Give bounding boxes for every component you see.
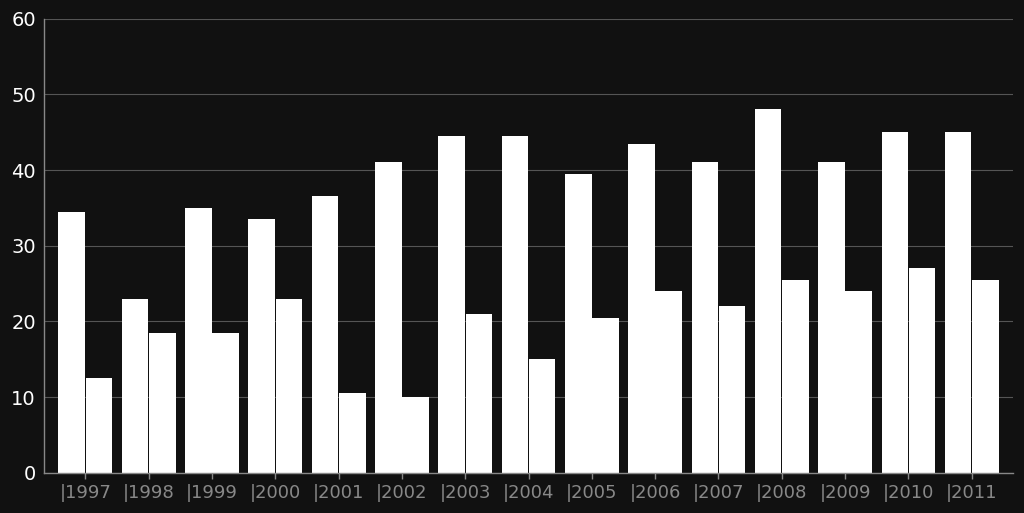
Bar [212, 333, 239, 473]
Bar [755, 109, 781, 473]
Bar [438, 136, 465, 473]
Bar [719, 306, 745, 473]
Bar [565, 174, 592, 473]
Bar [339, 393, 366, 473]
Bar [122, 299, 148, 473]
Bar [249, 219, 275, 473]
Bar [691, 163, 718, 473]
Bar [782, 280, 809, 473]
Bar [528, 359, 555, 473]
Bar [882, 132, 908, 473]
Bar [148, 333, 175, 473]
Bar [86, 378, 113, 473]
Bar [846, 291, 872, 473]
Bar [185, 208, 212, 473]
Bar [908, 268, 935, 473]
Bar [502, 136, 528, 473]
Bar [375, 163, 401, 473]
Bar [466, 314, 493, 473]
Bar [629, 144, 655, 473]
Bar [311, 196, 338, 473]
Bar [972, 280, 998, 473]
Bar [402, 397, 429, 473]
Bar [275, 299, 302, 473]
Bar [592, 318, 618, 473]
Bar [655, 291, 682, 473]
Bar [818, 163, 845, 473]
Bar [58, 212, 85, 473]
Bar [945, 132, 972, 473]
